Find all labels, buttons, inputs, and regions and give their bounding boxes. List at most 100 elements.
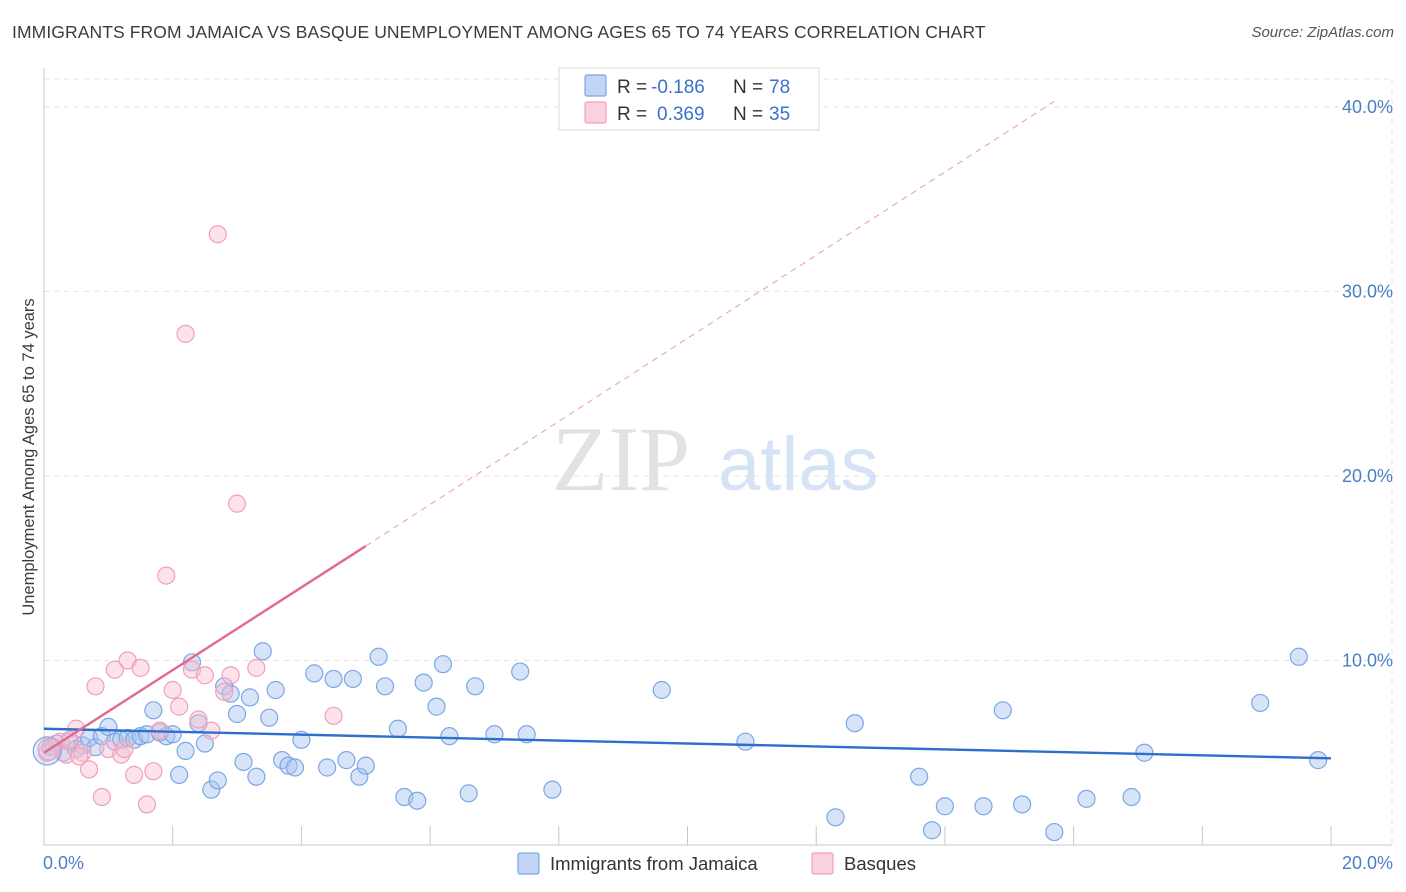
point-jamaica [935,797,955,816]
tick-labels: 10.0% 20.0% 30.0% 40.0% 0.0% 20.0% [43,97,1393,873]
point-jamaica [285,758,305,777]
point-jamaica [459,784,478,803]
point-jamaica [318,758,337,777]
point-jamaica [234,752,253,772]
grid-lines [44,78,1393,845]
y-tick-label: 20.0% [1342,466,1393,486]
point-jamaica [466,677,485,696]
point-jamaica [253,642,272,661]
point-jamaica [240,688,260,707]
point-basques [247,658,266,677]
trend-line-basques [43,545,367,754]
point-jamaica [350,767,369,786]
point-basques [202,721,221,740]
point-jamaica [215,677,234,696]
point-jamaica [511,662,530,681]
watermark-zip: ZIP [552,408,690,510]
point-jamaica [279,756,298,775]
point-jamaica [1122,787,1141,807]
correlation-legend: R = -0.186 N = 78 R = 0.369 N = 35 [558,67,820,131]
legend-r-value-basques: 0.369 [657,104,705,125]
point-basques [137,795,157,814]
point-basques [112,745,131,764]
point-basques [208,225,227,244]
point-jamaica [375,677,395,696]
point-basques [221,666,240,685]
point-jamaica [652,680,671,700]
legend-r-value-jamaica: -0.186 [651,77,705,98]
point-jamaica [260,708,279,727]
trend-line-jamaica [43,727,1332,760]
point-jamaica [208,771,227,790]
point-jamaica [369,647,388,666]
point-basques [189,710,208,729]
point-basques [170,697,189,716]
point-jamaica [440,727,459,746]
point-jamaica [1013,795,1032,814]
legend-r-label-jamaica: R = [617,77,647,98]
series-legend-label-basques: Basques [844,853,916,874]
point-basques [195,666,214,685]
point-basques [163,680,182,700]
point-jamaica [1309,751,1328,770]
point-basques [70,747,89,766]
point-jamaica [910,767,929,786]
point-basques [124,765,144,784]
trend-lines [43,100,1332,760]
chart-source: Source: ZipAtlas.com [1251,24,1394,41]
point-jamaica [388,719,408,738]
point-jamaica [356,756,375,775]
data-points [32,225,1328,842]
point-jamaica [202,780,221,799]
point-jamaica [408,791,427,810]
legend-n-label-basques: N = [733,104,763,125]
y-tick-label: 40.0% [1342,97,1393,117]
legend-r-label-basques: R = [617,104,647,125]
point-basques [92,787,112,807]
x-tick-label: 0.0% [43,853,84,873]
point-jamaica [1251,693,1270,713]
point-jamaica [1045,822,1064,842]
point-jamaica [343,669,362,689]
point-basques [324,706,343,725]
point-jamaica [176,741,195,760]
point-basques [105,660,124,679]
point-jamaica [922,821,942,840]
x-tick-label: 20.0% [1342,853,1393,873]
point-jamaica [993,701,1012,720]
legend-n-label-jamaica: N = [733,77,763,98]
point-jamaica [221,684,240,703]
point-jamaica [227,704,247,724]
point-jamaica [337,751,356,770]
point-jamaica [247,767,266,786]
legend-swatch-basques [584,101,607,124]
point-basques [131,658,150,677]
series-legend: Immigrants from Jamaica Basques [517,852,916,875]
y-axis-title: Unemployment Among Ages 65 to 74 years [20,298,38,615]
y-tick-label: 30.0% [1342,281,1393,301]
series-legend-swatch-basques [811,852,834,875]
point-jamaica [414,673,433,692]
point-jamaica [845,714,864,733]
watermark: ZIP atlas [552,408,879,510]
series-legend-label-jamaica: Immigrants from Jamaica [550,853,758,874]
legend-n-value-jamaica: 78 [769,77,790,98]
legend-n-value-basques: 35 [769,104,790,125]
point-jamaica [1289,647,1308,666]
point-jamaica [324,669,343,689]
point-jamaica [543,780,562,799]
legend-swatch-jamaica [584,74,607,97]
point-basques [79,760,99,779]
y-tick-label: 10.0% [1342,650,1393,670]
point-basques [115,739,134,759]
point-basques [215,682,234,701]
series-legend-swatch-jamaica [517,852,540,875]
point-jamaica [736,732,755,751]
point-jamaica [305,664,324,683]
point-jamaica [144,701,163,720]
point-basques [144,762,163,781]
point-basques [60,730,79,749]
point-basques [176,324,195,343]
chart-title: IMMIGRANTS FROM JAMAICA VS BASQUE UNEMPL… [12,22,986,42]
